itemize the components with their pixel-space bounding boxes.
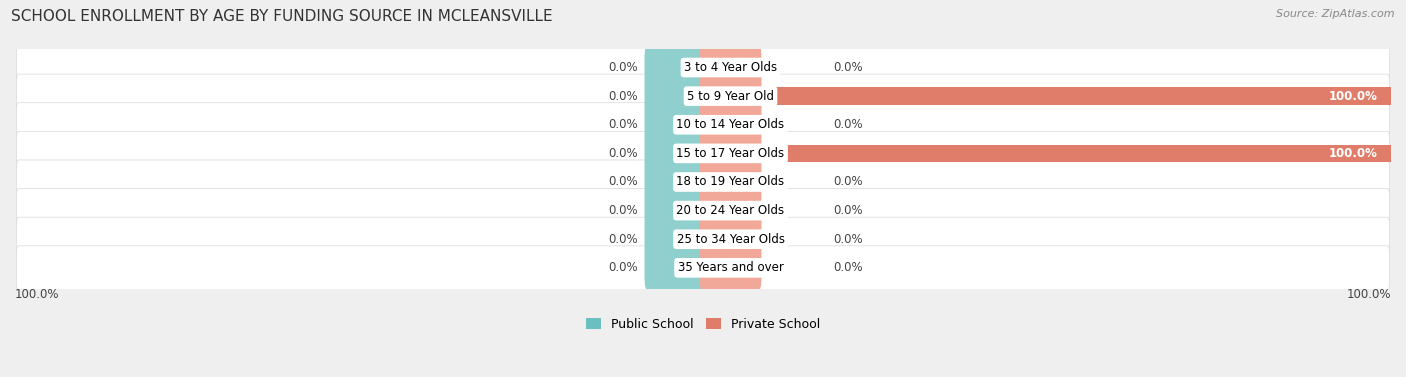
FancyBboxPatch shape (17, 188, 1389, 233)
Text: 0.0%: 0.0% (834, 233, 863, 246)
FancyBboxPatch shape (17, 160, 1389, 204)
Text: 0.0%: 0.0% (834, 176, 863, 188)
FancyBboxPatch shape (17, 217, 1389, 261)
FancyBboxPatch shape (644, 130, 706, 176)
Text: 100.0%: 100.0% (1347, 288, 1391, 302)
FancyBboxPatch shape (700, 216, 762, 262)
Legend: Public School, Private School: Public School, Private School (581, 313, 825, 336)
FancyBboxPatch shape (17, 74, 1389, 118)
Text: 25 to 34 Year Olds: 25 to 34 Year Olds (676, 233, 785, 246)
Text: 0.0%: 0.0% (834, 261, 863, 274)
FancyBboxPatch shape (17, 246, 1389, 290)
Text: 35 Years and over: 35 Years and over (678, 261, 783, 274)
FancyBboxPatch shape (700, 130, 762, 176)
Text: 100.0%: 100.0% (1329, 90, 1378, 103)
Text: 15 to 17 Year Olds: 15 to 17 Year Olds (676, 147, 785, 160)
Text: 0.0%: 0.0% (607, 147, 638, 160)
Text: SCHOOL ENROLLMENT BY AGE BY FUNDING SOURCE IN MCLEANSVILLE: SCHOOL ENROLLMENT BY AGE BY FUNDING SOUR… (11, 9, 553, 25)
Text: 5 to 9 Year Old: 5 to 9 Year Old (688, 90, 775, 103)
FancyBboxPatch shape (17, 46, 1389, 90)
FancyBboxPatch shape (700, 101, 762, 148)
FancyBboxPatch shape (644, 216, 706, 262)
Text: 100.0%: 100.0% (1329, 147, 1378, 160)
Text: 0.0%: 0.0% (607, 176, 638, 188)
Text: 100.0%: 100.0% (15, 288, 59, 302)
FancyBboxPatch shape (644, 44, 706, 91)
FancyBboxPatch shape (644, 159, 706, 205)
FancyBboxPatch shape (17, 103, 1389, 147)
Text: 0.0%: 0.0% (834, 118, 863, 131)
Bar (703, 87, 1391, 105)
Text: 0.0%: 0.0% (834, 61, 863, 74)
Text: 0.0%: 0.0% (834, 204, 863, 217)
FancyBboxPatch shape (700, 159, 762, 205)
Text: 0.0%: 0.0% (607, 204, 638, 217)
Text: 0.0%: 0.0% (607, 118, 638, 131)
Text: 3 to 4 Year Olds: 3 to 4 Year Olds (683, 61, 778, 74)
FancyBboxPatch shape (644, 101, 706, 148)
Text: 0.0%: 0.0% (607, 90, 638, 103)
FancyBboxPatch shape (644, 187, 706, 234)
FancyBboxPatch shape (700, 44, 762, 91)
FancyBboxPatch shape (17, 131, 1389, 175)
Text: 0.0%: 0.0% (607, 61, 638, 74)
FancyBboxPatch shape (700, 245, 762, 291)
FancyBboxPatch shape (644, 245, 706, 291)
Text: 18 to 19 Year Olds: 18 to 19 Year Olds (676, 176, 785, 188)
Text: 0.0%: 0.0% (607, 233, 638, 246)
Text: 10 to 14 Year Olds: 10 to 14 Year Olds (676, 118, 785, 131)
FancyBboxPatch shape (700, 187, 762, 234)
FancyBboxPatch shape (644, 73, 706, 120)
FancyBboxPatch shape (700, 73, 762, 120)
Bar (703, 144, 1391, 162)
Text: Source: ZipAtlas.com: Source: ZipAtlas.com (1277, 9, 1395, 20)
Text: 0.0%: 0.0% (607, 261, 638, 274)
Text: 20 to 24 Year Olds: 20 to 24 Year Olds (676, 204, 785, 217)
